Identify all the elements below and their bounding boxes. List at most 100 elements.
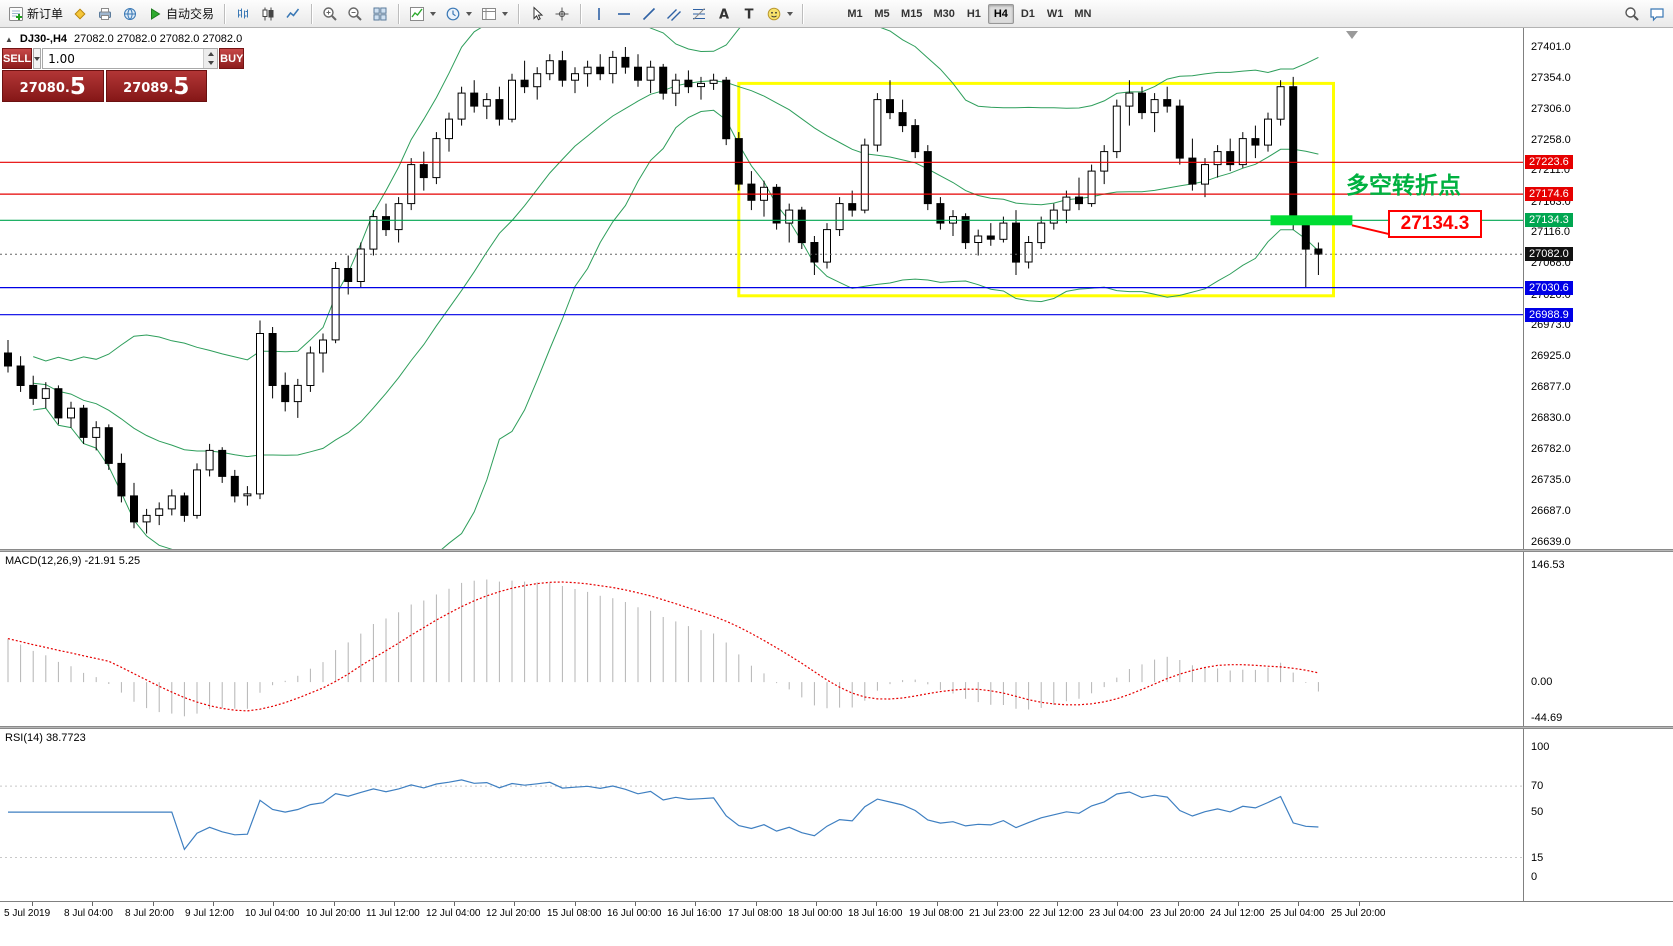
templates-button[interactable] [477, 3, 512, 25]
vertical-line-button[interactable] [587, 3, 611, 25]
new-order-button[interactable]: 新订单 [4, 3, 67, 25]
arrows-button[interactable] [762, 3, 797, 25]
bar-chart-button[interactable] [231, 3, 255, 25]
timeframe-W1[interactable]: W1 [1042, 4, 1069, 24]
timeframe-M30[interactable]: M30 [928, 4, 959, 24]
level-highlight-marker[interactable] [1270, 215, 1353, 226]
time-label: 9 Jul 12:00 [185, 908, 234, 919]
sell-price-box[interactable]: 27080. 5 [2, 70, 104, 102]
time-label: 21 Jul 23:00 [969, 908, 1024, 919]
volume-input[interactable] [43, 49, 204, 68]
search-button[interactable] [1620, 3, 1644, 25]
time-label: 25 Jul 04:00 [1270, 908, 1325, 919]
tile-windows-button[interactable] [368, 3, 392, 25]
bars-icon [238, 8, 249, 18]
vline-icon [598, 7, 600, 20]
cursor-button[interactable] [525, 3, 549, 25]
autotrade-button[interactable]: 自动交易 [143, 3, 218, 25]
buy-button[interactable]: BUY [219, 48, 245, 69]
sell-button[interactable]: SELL [2, 48, 33, 69]
time-label: 18 Jul 16:00 [848, 908, 903, 919]
time-label: 8 Jul 20:00 [125, 908, 174, 919]
rsi-axis[interactable]: 100 70 50 15 0 [1523, 729, 1673, 901]
trade-panel-controls: SELL BUY [2, 48, 245, 69]
time-label: 16 Jul 00:00 [607, 908, 662, 919]
toolbar-right [1620, 3, 1669, 25]
macd-histogram [7, 579, 1319, 717]
dropdown-caret-icon [502, 11, 509, 16]
time-tick [1359, 902, 1360, 906]
line-chart-button[interactable] [281, 3, 305, 25]
price-tick: 26925.0 [1531, 350, 1571, 362]
price-chart[interactable] [0, 28, 1523, 549]
candlestick-chart-button[interactable] [256, 3, 280, 25]
label-button[interactable]: T [737, 3, 761, 25]
zoom-out-button[interactable] [343, 3, 367, 25]
timeframe-MN[interactable]: MN [1069, 4, 1096, 24]
price-tick: 27354.0 [1531, 72, 1571, 84]
timeframe-M1[interactable]: M1 [842, 4, 868, 24]
time-axis[interactable]: 5 Jul 2019 8 Jul 04:00 8 Jul 20:00 9 Jul 12… [0, 901, 1673, 923]
sell-price-minor: 5 [69, 74, 86, 100]
textA-icon: A [719, 7, 729, 22]
time-label: 10 Jul 04:00 [245, 908, 300, 919]
chevron-down-icon [34, 56, 41, 61]
buy-price-box[interactable]: 27089. 5 [105, 70, 207, 102]
timeframe-M5[interactable]: M5 [869, 4, 895, 24]
volume-increase-button[interactable] [204, 49, 218, 59]
magnifier-icon [1625, 6, 1639, 21]
crosshair-icon [555, 7, 569, 20]
equidistant-channel-button[interactable] [662, 3, 686, 25]
time-label: 8 Jul 04:00 [64, 908, 113, 919]
horizontal-line-button[interactable] [612, 3, 636, 25]
price-tick: 26830.0 [1531, 412, 1571, 424]
time-tick [575, 902, 576, 906]
price-callout-box[interactable]: 27134.3 [1388, 210, 1482, 238]
time-tick [816, 902, 817, 906]
order-type-dropdown[interactable] [33, 48, 42, 69]
community-button[interactable] [118, 3, 142, 25]
trendline-button[interactable] [637, 3, 661, 25]
time-tick [1057, 902, 1058, 906]
print-button[interactable] [93, 3, 117, 25]
indicators-button[interactable] [405, 3, 440, 25]
price-axis[interactable]: 27401.0 27354.0 27306.0 27258.0 27211.0 27163… [1523, 28, 1673, 549]
fibonacci-button[interactable] [687, 3, 711, 25]
toolbar-separator [580, 3, 582, 24]
buy-price-major: 27089. [123, 81, 174, 96]
chat-button[interactable] [1645, 3, 1669, 25]
panel-splitter[interactable] [0, 549, 1673, 552]
text-button[interactable]: A [712, 3, 736, 25]
volume-control [42, 48, 219, 69]
play-icon [151, 7, 161, 20]
macd-panel: 146.53 0.00 -44.69 MACD(12,26,9) -21.91 5.… [0, 552, 1673, 726]
rsi-label: RSI(14) 38.7723 [5, 732, 86, 744]
toolbar: 新订单 自动交易 A T M1 M5 M15 M30 H1 H4 D1 W1 MN [0, 0, 1673, 28]
macd-chart[interactable] [0, 552, 1523, 726]
timeframe-D1[interactable]: D1 [1015, 4, 1041, 24]
chart-shift-marker[interactable] [1346, 31, 1358, 39]
toolbar-separator [398, 3, 400, 24]
time-tick [937, 902, 938, 906]
time-tick [514, 902, 515, 906]
turning-point-annotation[interactable]: 多空转折点 [1346, 172, 1461, 198]
toolbar-separator [311, 3, 313, 24]
mql5-button[interactable] [68, 3, 92, 25]
time-tick [153, 902, 154, 906]
periods-button[interactable] [441, 3, 476, 25]
price-tick: 27306.0 [1531, 103, 1571, 115]
zoom-in-button[interactable] [318, 3, 342, 25]
timeframe-H1[interactable]: H1 [961, 4, 987, 24]
panel-splitter[interactable] [0, 726, 1673, 729]
rsi-chart[interactable] [0, 729, 1523, 901]
macd-axis[interactable]: 146.53 0.00 -44.69 [1523, 552, 1673, 726]
price-tick: 26639.0 [1531, 536, 1571, 548]
time-tick [273, 902, 274, 906]
bollinger-upper-band [33, 28, 1319, 362]
volume-decrease-button[interactable] [204, 58, 218, 68]
crosshair-button[interactable] [550, 3, 574, 25]
rsi-scale-label: 0 [1531, 871, 1538, 883]
timeframe-H4[interactable]: H4 [987, 3, 1014, 24]
timeframe-M15[interactable]: M15 [896, 4, 927, 24]
